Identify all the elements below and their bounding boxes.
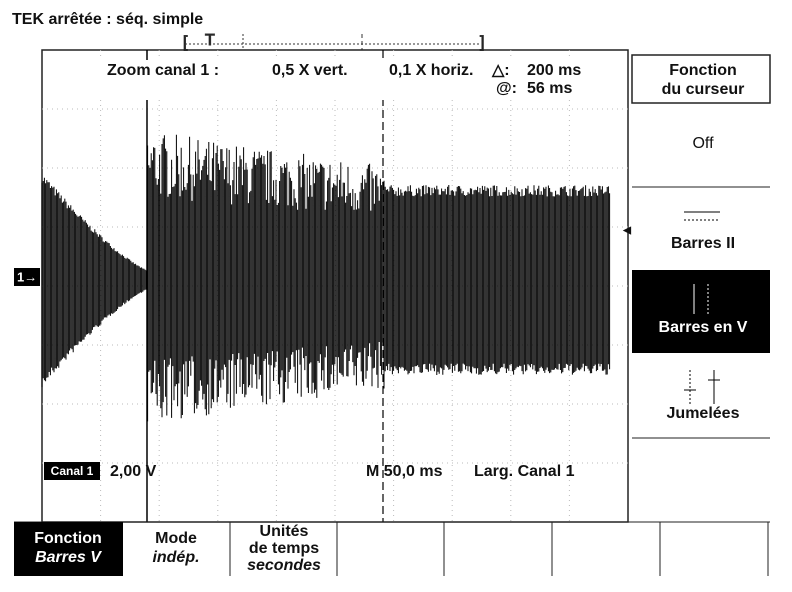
channel-marker: 1→ [17, 269, 37, 284]
trigger-arrow: ◄ [620, 222, 634, 238]
bottom-button-selected[interactable] [14, 522, 123, 576]
svg-text:[: [ [183, 34, 188, 51]
zoom-vert: 0,5 X vert. [272, 62, 348, 79]
zoom-label: Zoom canal 1 : [107, 62, 219, 79]
timebase: M 50,0 ms [366, 463, 443, 480]
trigger-source: Larg. Canal 1 [474, 463, 575, 480]
bottom-button-label[interactable]: Fonction [34, 530, 102, 547]
channel-marker-bg [14, 268, 40, 286]
zoom-horiz: 0,1 X horiz. [389, 62, 473, 79]
channel-scale: 2,00 V [110, 463, 157, 480]
svg-text:]: ] [480, 34, 484, 51]
menu-item[interactable]: Off [692, 135, 714, 152]
menu-item[interactable]: Barres II [671, 211, 735, 252]
bottom-button-label[interactable]: Unités [260, 523, 309, 540]
bottom-button-label[interactable]: secondes [247, 557, 321, 574]
svg-text:T: T [205, 32, 215, 49]
bottom-button-label[interactable]: de temps [249, 540, 319, 557]
side-menu-title: Fonction [669, 62, 737, 79]
waveform [41, 134, 611, 422]
channel-badge: Canal 1 [51, 464, 94, 478]
at-value: 56 ms [527, 80, 572, 97]
channel-badge-bg [44, 462, 100, 480]
menu-item-label[interactable]: Off [692, 135, 714, 152]
side-menu-title: du curseur [662, 81, 745, 98]
menu-item[interactable]: Jumelées [667, 370, 740, 422]
delta-symbol: △: [491, 62, 510, 79]
bottom-button-label[interactable]: Barres V [35, 549, 102, 566]
bottom-menu: Fonction Barres V Mode indép. Unités de … [14, 521, 770, 576]
side-menu-title-box [631, 54, 771, 104]
bottom-button-label[interactable]: indép. [152, 549, 199, 566]
bottom-button-label[interactable]: Mode [155, 530, 197, 547]
at-symbol: @: [496, 80, 517, 97]
record-bracket: [ T ] [183, 32, 485, 52]
status-text: TEK arrêtée : séq. simple [12, 11, 203, 28]
menu-item-label[interactable]: Barres II [671, 235, 735, 252]
delta-value: 200 ms [527, 62, 581, 79]
readout-bg [100, 60, 600, 100]
menu-item-selected[interactable]: Barres en V [632, 270, 770, 353]
menu-item-label[interactable]: Barres en V [659, 319, 748, 336]
menu-item-label[interactable]: Jumelées [667, 405, 740, 422]
